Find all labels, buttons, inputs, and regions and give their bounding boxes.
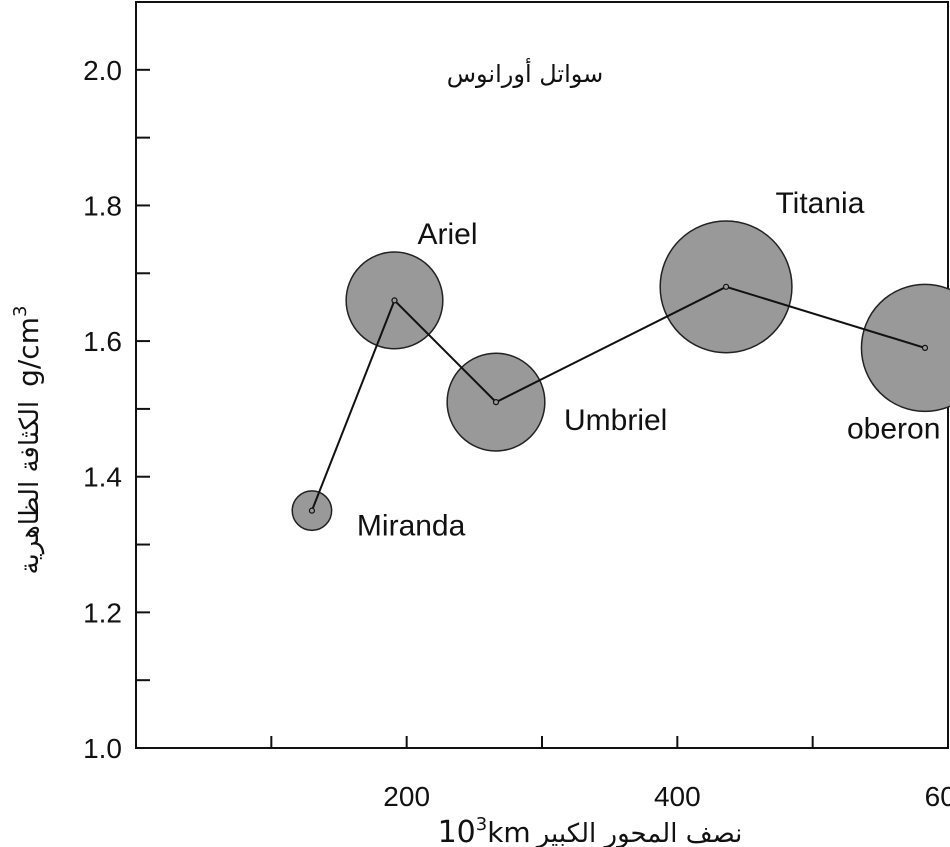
x-axis-label-unit: km <box>487 816 531 847</box>
svg-text:الكثافة الظاهريةg/cm3: الكثافة الظاهرية g/cm3 <box>10 306 45 575</box>
x-axis-label-prefix: 10 <box>438 815 476 847</box>
chart-title: سواتل أورانوس <box>447 58 604 88</box>
x-axis-label-text: نصف المحور الكبير <box>535 819 743 847</box>
data-marks: Miranda Ariel Umbriel Titania oberon <box>291 187 950 543</box>
data-point <box>722 283 730 290</box>
x-tick-label: 600 <box>925 781 950 812</box>
ticks: 200 400 600 1.0 1.2 1.4 1.6 1.8 2.0 <box>83 55 950 812</box>
data-point <box>308 507 316 514</box>
x-tick-label: 200 <box>383 781 430 812</box>
plot-frame <box>135 1 949 749</box>
y-tick-label: 2.0 <box>83 55 122 86</box>
y-tick-label: 1.4 <box>83 462 122 493</box>
moon-label: Ariel <box>417 218 477 251</box>
x-axis-label-sup: 3 <box>476 814 487 835</box>
x-tick-label: 400 <box>654 781 701 812</box>
x-axis-label: 103km نصف المحور الكبير <box>438 814 743 847</box>
y-axis-label-unit: g/cm <box>12 317 45 387</box>
y-axis-label-sup: 3 <box>10 306 31 317</box>
moon-label: Umbriel <box>564 404 667 437</box>
data-point <box>391 297 398 304</box>
y-tick-label: 1.8 <box>83 190 122 221</box>
moon-label: Titania <box>775 187 864 220</box>
moon-disk <box>860 283 950 413</box>
y-axis-label-text: الكثافة الظاهرية <box>15 401 45 575</box>
y-axis-label: الكثافة الظاهرية g/cm3 <box>10 306 45 575</box>
data-point <box>492 399 500 406</box>
y-tick-label: 1.0 <box>83 733 122 764</box>
y-tick-label: 1.2 <box>83 597 122 628</box>
y-tick-label: 1.6 <box>83 326 122 357</box>
moon-label: oberon <box>847 412 940 445</box>
axes <box>135 1 949 749</box>
moon-label: Miranda <box>357 510 466 543</box>
data-point <box>921 344 929 351</box>
